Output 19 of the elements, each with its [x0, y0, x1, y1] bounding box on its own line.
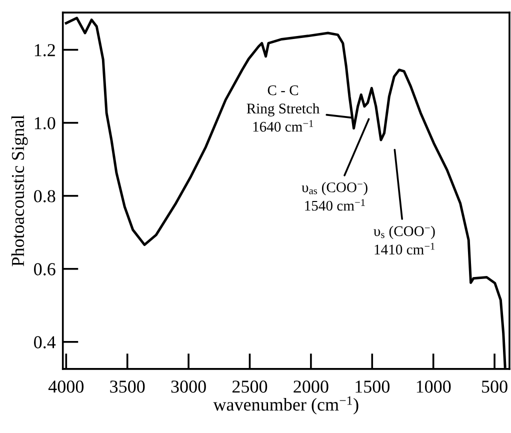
x-axis-title: wavenumber (cm$^{−1}$) — [213, 396, 358, 414]
x-tick-label: 4000 — [48, 380, 84, 393]
x-tick-label: 1500 — [356, 380, 390, 393]
y-tick-label: 0.4 — [34, 336, 56, 348]
x-tick-label: 2500 — [232, 380, 268, 393]
x-tick-label: 3500 — [110, 380, 145, 393]
y-tick-label: 1.2 — [34, 44, 55, 56]
y-tick-label: 0.8 — [34, 190, 56, 202]
annotation: υ$_{s}$ (COO$^{−}$) 1410 cm$^{−1}$ — [374, 226, 435, 254]
x-tick-label: 3000 — [171, 380, 206, 393]
x-tick-label: 2000 — [294, 380, 328, 393]
x-tick-label: 500 — [482, 380, 508, 393]
y-tick-label: 0.6 — [34, 263, 56, 276]
annotation: υ$_{as}$ (COO$^{−}$) 1540 cm$^{−1}$ — [302, 182, 368, 211]
x-tick-label: 1000 — [416, 380, 451, 393]
y-axis-title: Photoacoustic Signal — [11, 115, 28, 266]
line-series — [64, 16, 506, 368]
y-tick-label: 1.0 — [34, 117, 56, 130]
annotation: C - C Ring Stretch 1640 cm$^{−1}$ — [246, 85, 320, 132]
